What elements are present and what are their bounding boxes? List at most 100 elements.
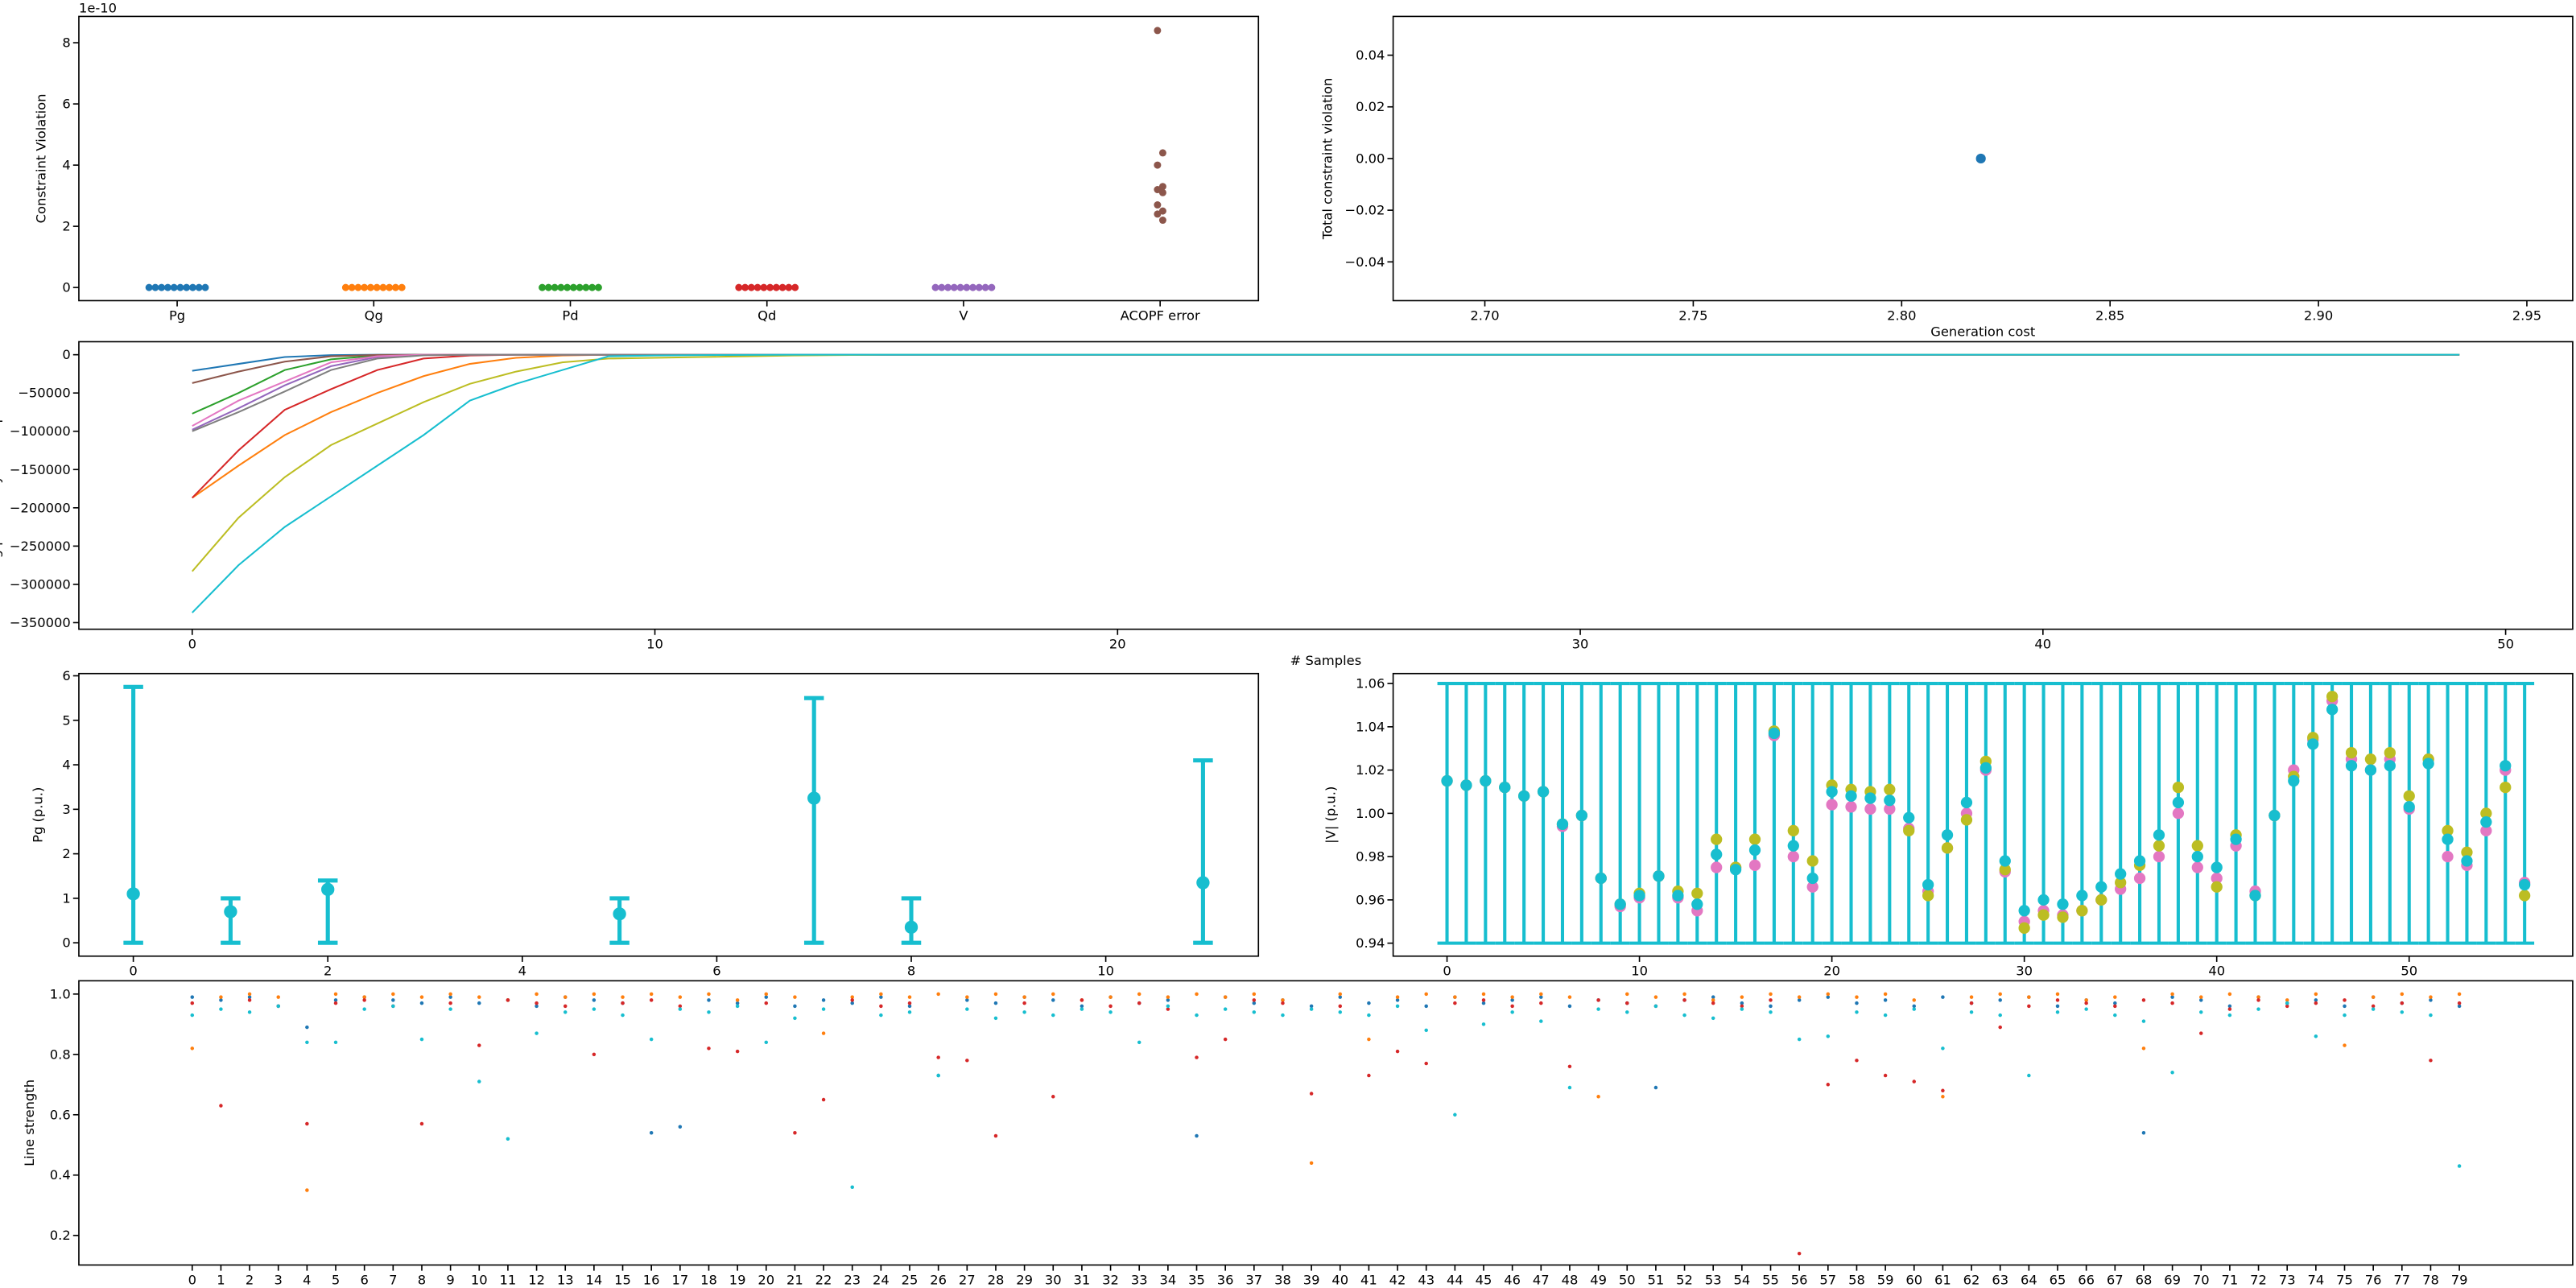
- point: [2170, 995, 2174, 999]
- point: [735, 1004, 740, 1009]
- point: [1510, 995, 1514, 999]
- y-tick-label: 1.02: [1356, 762, 1385, 778]
- axes-frame: [78, 980, 2574, 1266]
- point: [2429, 998, 2433, 1002]
- point: [592, 1052, 597, 1057]
- point: [2095, 881, 2107, 893]
- point: [477, 995, 481, 999]
- point: [2027, 995, 2031, 999]
- point: [707, 1010, 711, 1014]
- point: [321, 882, 335, 897]
- point: [448, 995, 452, 999]
- x-tick-label: 4: [303, 1272, 311, 1287]
- point: [1567, 1085, 1572, 1090]
- strip-point: [753, 283, 762, 291]
- point: [419, 995, 424, 999]
- point: [1022, 995, 1026, 999]
- point: [1653, 1004, 1658, 1009]
- point: [1309, 1007, 1314, 1011]
- x-tick-label: 14: [585, 1272, 602, 1287]
- point: [190, 1013, 195, 1018]
- point: [1653, 995, 1658, 999]
- x-tick-label: 32: [1102, 1272, 1119, 1287]
- point: [1691, 887, 1703, 899]
- strip-point: [735, 283, 743, 291]
- point: [1281, 998, 1285, 1002]
- point: [1787, 824, 1799, 837]
- point: [1960, 814, 1973, 826]
- point: [1769, 998, 1773, 1002]
- point: [2461, 846, 2473, 858]
- point: [1864, 792, 1876, 804]
- strip-point: [354, 283, 362, 291]
- x-tick-label: 41: [1360, 1272, 1377, 1287]
- y-tick-label: 0.98: [1356, 849, 1385, 865]
- point: [1510, 1004, 1514, 1009]
- point: [2199, 995, 2203, 999]
- point: [190, 1001, 195, 1005]
- point: [1912, 1080, 1917, 1084]
- point: [1711, 995, 1715, 999]
- x-tick-label: 30: [1045, 1272, 1062, 1287]
- point: [2076, 905, 2088, 917]
- point: [2227, 1013, 2232, 1018]
- point: [2057, 911, 2069, 923]
- strip-point: [195, 283, 203, 291]
- point: [1855, 1001, 1859, 1005]
- point: [1518, 790, 1530, 803]
- point: [1567, 995, 1572, 999]
- point: [2211, 861, 2223, 873]
- point: [247, 1010, 252, 1014]
- y-axis-label: Constraint Violation: [34, 94, 49, 224]
- point: [907, 1010, 912, 1014]
- point: [649, 1131, 654, 1135]
- point: [219, 998, 223, 1002]
- point: [735, 998, 740, 1002]
- point: [2084, 1001, 2088, 1005]
- point: [879, 992, 883, 997]
- x-tick-label: 48: [1562, 1272, 1579, 1287]
- point: [1196, 876, 1210, 890]
- point: [2345, 760, 2358, 772]
- point: [1903, 824, 1915, 837]
- point: [993, 1001, 998, 1005]
- point: [333, 998, 338, 1002]
- point: [821, 998, 826, 1002]
- strip-point: [366, 283, 374, 291]
- point: [1769, 1010, 1773, 1014]
- point: [1596, 1007, 1600, 1011]
- point: [219, 1104, 223, 1108]
- strip-point: [170, 283, 178, 291]
- x-tick-label: 35: [1188, 1272, 1205, 1287]
- x-tick-label: 39: [1303, 1272, 1320, 1287]
- point: [1195, 1133, 1199, 1138]
- point: [448, 992, 452, 997]
- strip-point: [975, 283, 983, 291]
- point: [1711, 1001, 1715, 1005]
- point: [764, 1001, 769, 1005]
- point: [2199, 1031, 2203, 1035]
- point: [126, 887, 140, 901]
- point: [2345, 746, 2358, 759]
- point: [1682, 992, 1686, 997]
- x-tick-label: 43: [1418, 1272, 1435, 1287]
- point: [1051, 1095, 1055, 1099]
- point: [305, 1040, 309, 1045]
- point: [1941, 829, 1954, 841]
- strip-point: [963, 283, 971, 291]
- point: [936, 992, 940, 997]
- x-tick-label: 7: [389, 1272, 397, 1287]
- point: [1510, 998, 1514, 1002]
- point: [1539, 1019, 1543, 1023]
- x-tick-label: 78: [2422, 1272, 2439, 1287]
- strip-point: [772, 283, 780, 291]
- point: [1806, 872, 1818, 885]
- x-tick-label: 27: [959, 1272, 976, 1287]
- x-tick-label: 10: [1631, 964, 1648, 979]
- point: [1826, 1083, 1831, 1087]
- point: [2314, 992, 2318, 997]
- x-tick-label: 11: [500, 1272, 517, 1287]
- point: [1195, 992, 1199, 997]
- point: [333, 1040, 338, 1045]
- strip-point: [1154, 201, 1162, 209]
